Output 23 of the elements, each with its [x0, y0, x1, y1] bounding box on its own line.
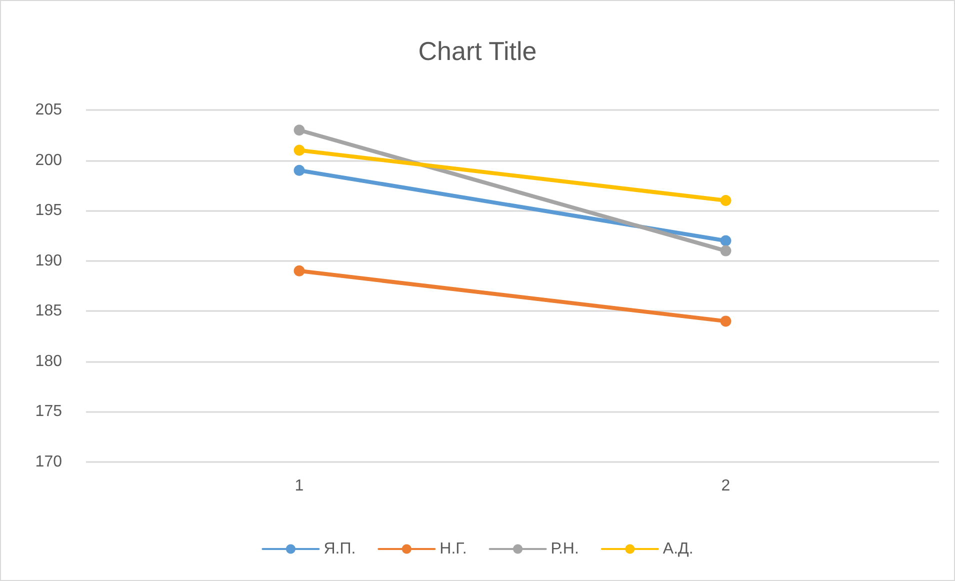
y-tick-label: 200 [35, 152, 62, 169]
y-tick-label: 205 [35, 102, 62, 118]
point [294, 144, 305, 156]
legend-label: Я.П. [324, 540, 356, 558]
point [294, 265, 305, 276]
point [294, 164, 305, 176]
point [720, 195, 732, 206]
point [720, 245, 732, 256]
x-tick-label: 2 [721, 478, 730, 494]
point [720, 316, 732, 327]
x-tick-label: 1 [294, 478, 304, 494]
y-tick-label: 190 [35, 252, 62, 270]
y-tick-label: 185 [35, 302, 62, 320]
y-tick-label: 175 [35, 403, 62, 420]
point [720, 235, 732, 246]
legend-label: А.Д. [662, 540, 694, 558]
point [294, 124, 305, 136]
legend-label: Р.Н. [550, 540, 579, 558]
legend-label: Н.Г. [440, 540, 467, 558]
y-tick-label: 195 [35, 202, 62, 220]
y-tick-label: 170 [35, 454, 62, 470]
chart-title: Chart Title [418, 36, 537, 66]
y-tick-label: 180 [35, 352, 62, 370]
